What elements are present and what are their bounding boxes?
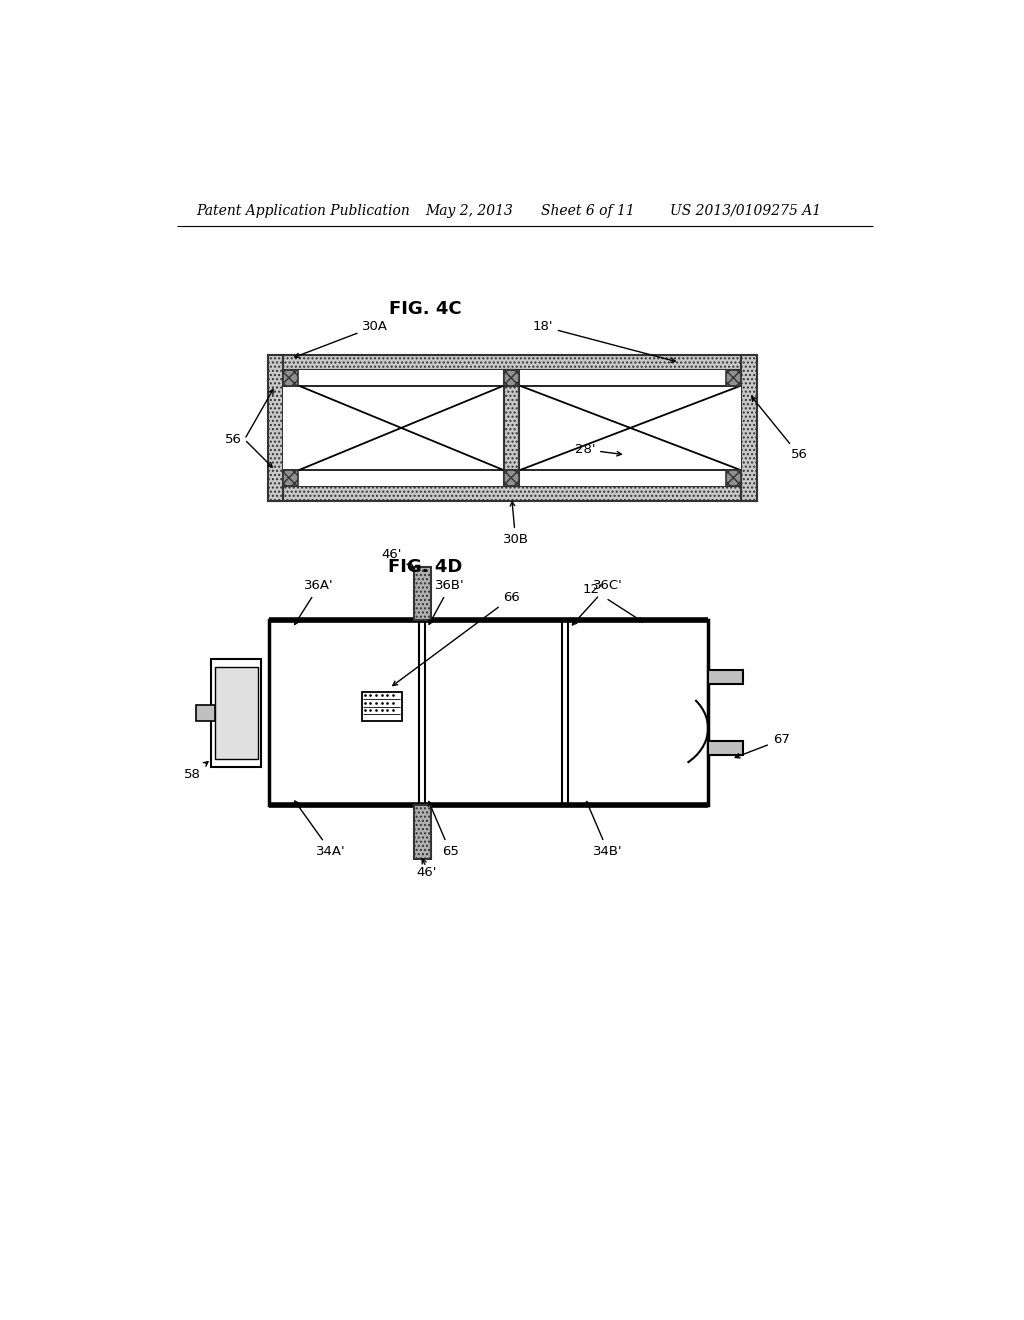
Bar: [283, 470, 298, 486]
Bar: [269, 620, 708, 805]
Text: 56: 56: [752, 396, 807, 462]
Text: 36A': 36A': [295, 579, 334, 624]
Text: 36C': 36C': [572, 579, 623, 624]
Text: FIG. 4C: FIG. 4C: [389, 300, 462, 318]
Bar: [741, 355, 757, 502]
Bar: [283, 370, 298, 385]
Bar: [726, 370, 741, 385]
Text: 58: 58: [183, 762, 208, 781]
Bar: [283, 370, 741, 486]
Text: FIG. 4D: FIG. 4D: [388, 557, 463, 576]
Text: 56: 56: [224, 433, 242, 446]
Text: 36B': 36B': [429, 579, 465, 624]
Text: 30B: 30B: [503, 502, 528, 546]
Text: 67: 67: [735, 733, 790, 758]
Text: 46': 46': [381, 548, 414, 568]
Text: US 2013/0109275 A1: US 2013/0109275 A1: [670, 203, 820, 218]
Bar: [215, 667, 258, 759]
Bar: [414, 566, 431, 620]
Text: 30A: 30A: [295, 319, 388, 358]
Text: 34B': 34B': [587, 801, 623, 858]
Text: Sheet 6 of 11: Sheet 6 of 11: [541, 203, 635, 218]
Bar: [211, 659, 261, 767]
Text: 12': 12': [583, 583, 643, 622]
Text: 66: 66: [393, 591, 520, 685]
Bar: [708, 671, 742, 684]
Bar: [708, 742, 742, 755]
Bar: [504, 470, 519, 486]
Text: 34A': 34A': [295, 801, 345, 858]
Text: 18': 18': [532, 319, 676, 363]
Bar: [504, 370, 519, 486]
Bar: [726, 470, 741, 486]
Bar: [267, 355, 283, 502]
Bar: [267, 486, 757, 502]
Text: 28': 28': [574, 444, 622, 455]
Bar: [414, 805, 431, 859]
Text: 65: 65: [428, 801, 459, 858]
Bar: [196, 705, 215, 721]
Bar: [504, 370, 519, 385]
Text: 46': 46': [416, 866, 436, 879]
Text: Patent Application Publication: Patent Application Publication: [196, 203, 410, 218]
Bar: [361, 692, 401, 721]
Bar: [267, 355, 757, 370]
Text: May 2, 2013: May 2, 2013: [425, 203, 513, 218]
